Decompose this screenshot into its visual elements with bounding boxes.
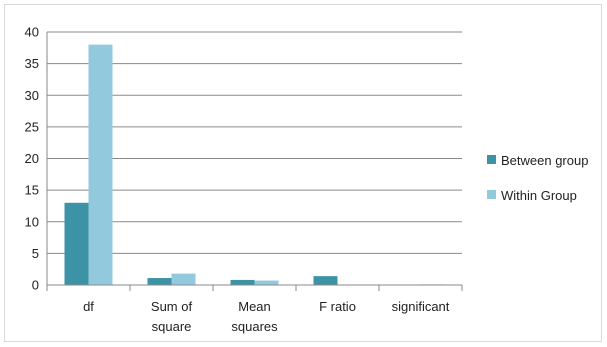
y-tick-label: 0 (32, 278, 39, 293)
y-tick-label: 15 (25, 183, 39, 198)
y-tick-label: 30 (25, 88, 39, 103)
y-tick-label: 20 (25, 151, 39, 166)
y-tick-label: 5 (32, 246, 39, 261)
bar-between-group (313, 276, 338, 285)
x-axis (46, 32, 463, 291)
y-axis-ticks: 0 5 10 15 20 25 30 35 40 (25, 25, 39, 293)
bar-within-group (254, 280, 279, 285)
bar-within-group (171, 273, 196, 285)
y-tick-label: 35 (25, 56, 39, 71)
x-category-label: significant (392, 299, 450, 314)
bar-between-group (147, 278, 172, 285)
bar-between-group (64, 202, 89, 285)
legend-label: Between group (501, 153, 588, 168)
legend-swatch (487, 155, 496, 164)
y-tick-label: 40 (25, 25, 39, 40)
legend-label: Within Group (501, 188, 577, 203)
bar-between-group (230, 279, 255, 285)
x-category-label: square (152, 319, 192, 334)
x-category-label: Mean (238, 299, 271, 314)
x-category-label: Sum of (151, 299, 193, 314)
bars (64, 44, 445, 286)
x-category-label: df (83, 299, 94, 314)
y-tick-label: 25 (25, 119, 39, 134)
legend: Between group Within Group (487, 153, 588, 203)
legend-swatch (487, 190, 496, 199)
x-category-label: F ratio (319, 299, 356, 314)
x-category-label: squares (231, 319, 278, 334)
gridlines (47, 31, 462, 254)
x-axis-labels: df Sum of square Mean squares F ratio signific… (83, 299, 450, 334)
bar-within-group (88, 44, 113, 286)
y-tick-label: 10 (25, 214, 39, 229)
